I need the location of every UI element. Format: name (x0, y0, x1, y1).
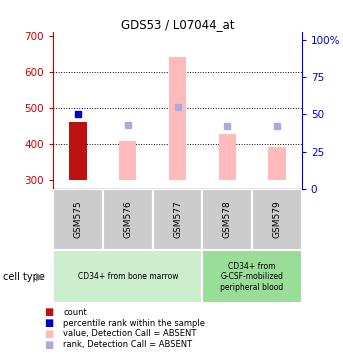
Bar (53, 189, 103, 250)
Text: cell type: cell type (3, 272, 45, 282)
Bar (252, 189, 302, 250)
Title: GDS53 / L07044_at: GDS53 / L07044_at (121, 18, 234, 31)
Text: CD34+ from
G-CSF-mobilized
peripheral blood: CD34+ from G-CSF-mobilized peripheral bl… (221, 262, 284, 292)
Text: rank, Detection Call = ABSENT: rank, Detection Call = ABSENT (63, 340, 192, 349)
Text: ■: ■ (45, 340, 54, 350)
Bar (268, 147, 286, 180)
Text: percentile rank within the sample: percentile rank within the sample (63, 318, 205, 328)
Bar (69, 122, 87, 180)
Text: GSM579: GSM579 (272, 201, 282, 238)
Text: ▶: ▶ (36, 272, 45, 282)
Text: count: count (63, 308, 87, 317)
Text: CD34+ from bone marrow: CD34+ from bone marrow (78, 272, 178, 281)
Bar (169, 57, 186, 180)
Bar (202, 250, 302, 303)
Text: GSM576: GSM576 (123, 201, 132, 238)
Bar (218, 134, 236, 180)
Text: value, Detection Call = ABSENT: value, Detection Call = ABSENT (63, 329, 197, 338)
Bar (53, 250, 202, 303)
Bar (202, 189, 252, 250)
Text: GSM575: GSM575 (73, 201, 83, 238)
Bar (153, 189, 202, 250)
Text: ■: ■ (45, 329, 54, 339)
Bar (119, 141, 137, 180)
Text: ■: ■ (45, 307, 54, 317)
Text: GSM577: GSM577 (173, 201, 182, 238)
Text: GSM578: GSM578 (223, 201, 232, 238)
Bar (103, 189, 153, 250)
Text: ■: ■ (45, 318, 54, 328)
